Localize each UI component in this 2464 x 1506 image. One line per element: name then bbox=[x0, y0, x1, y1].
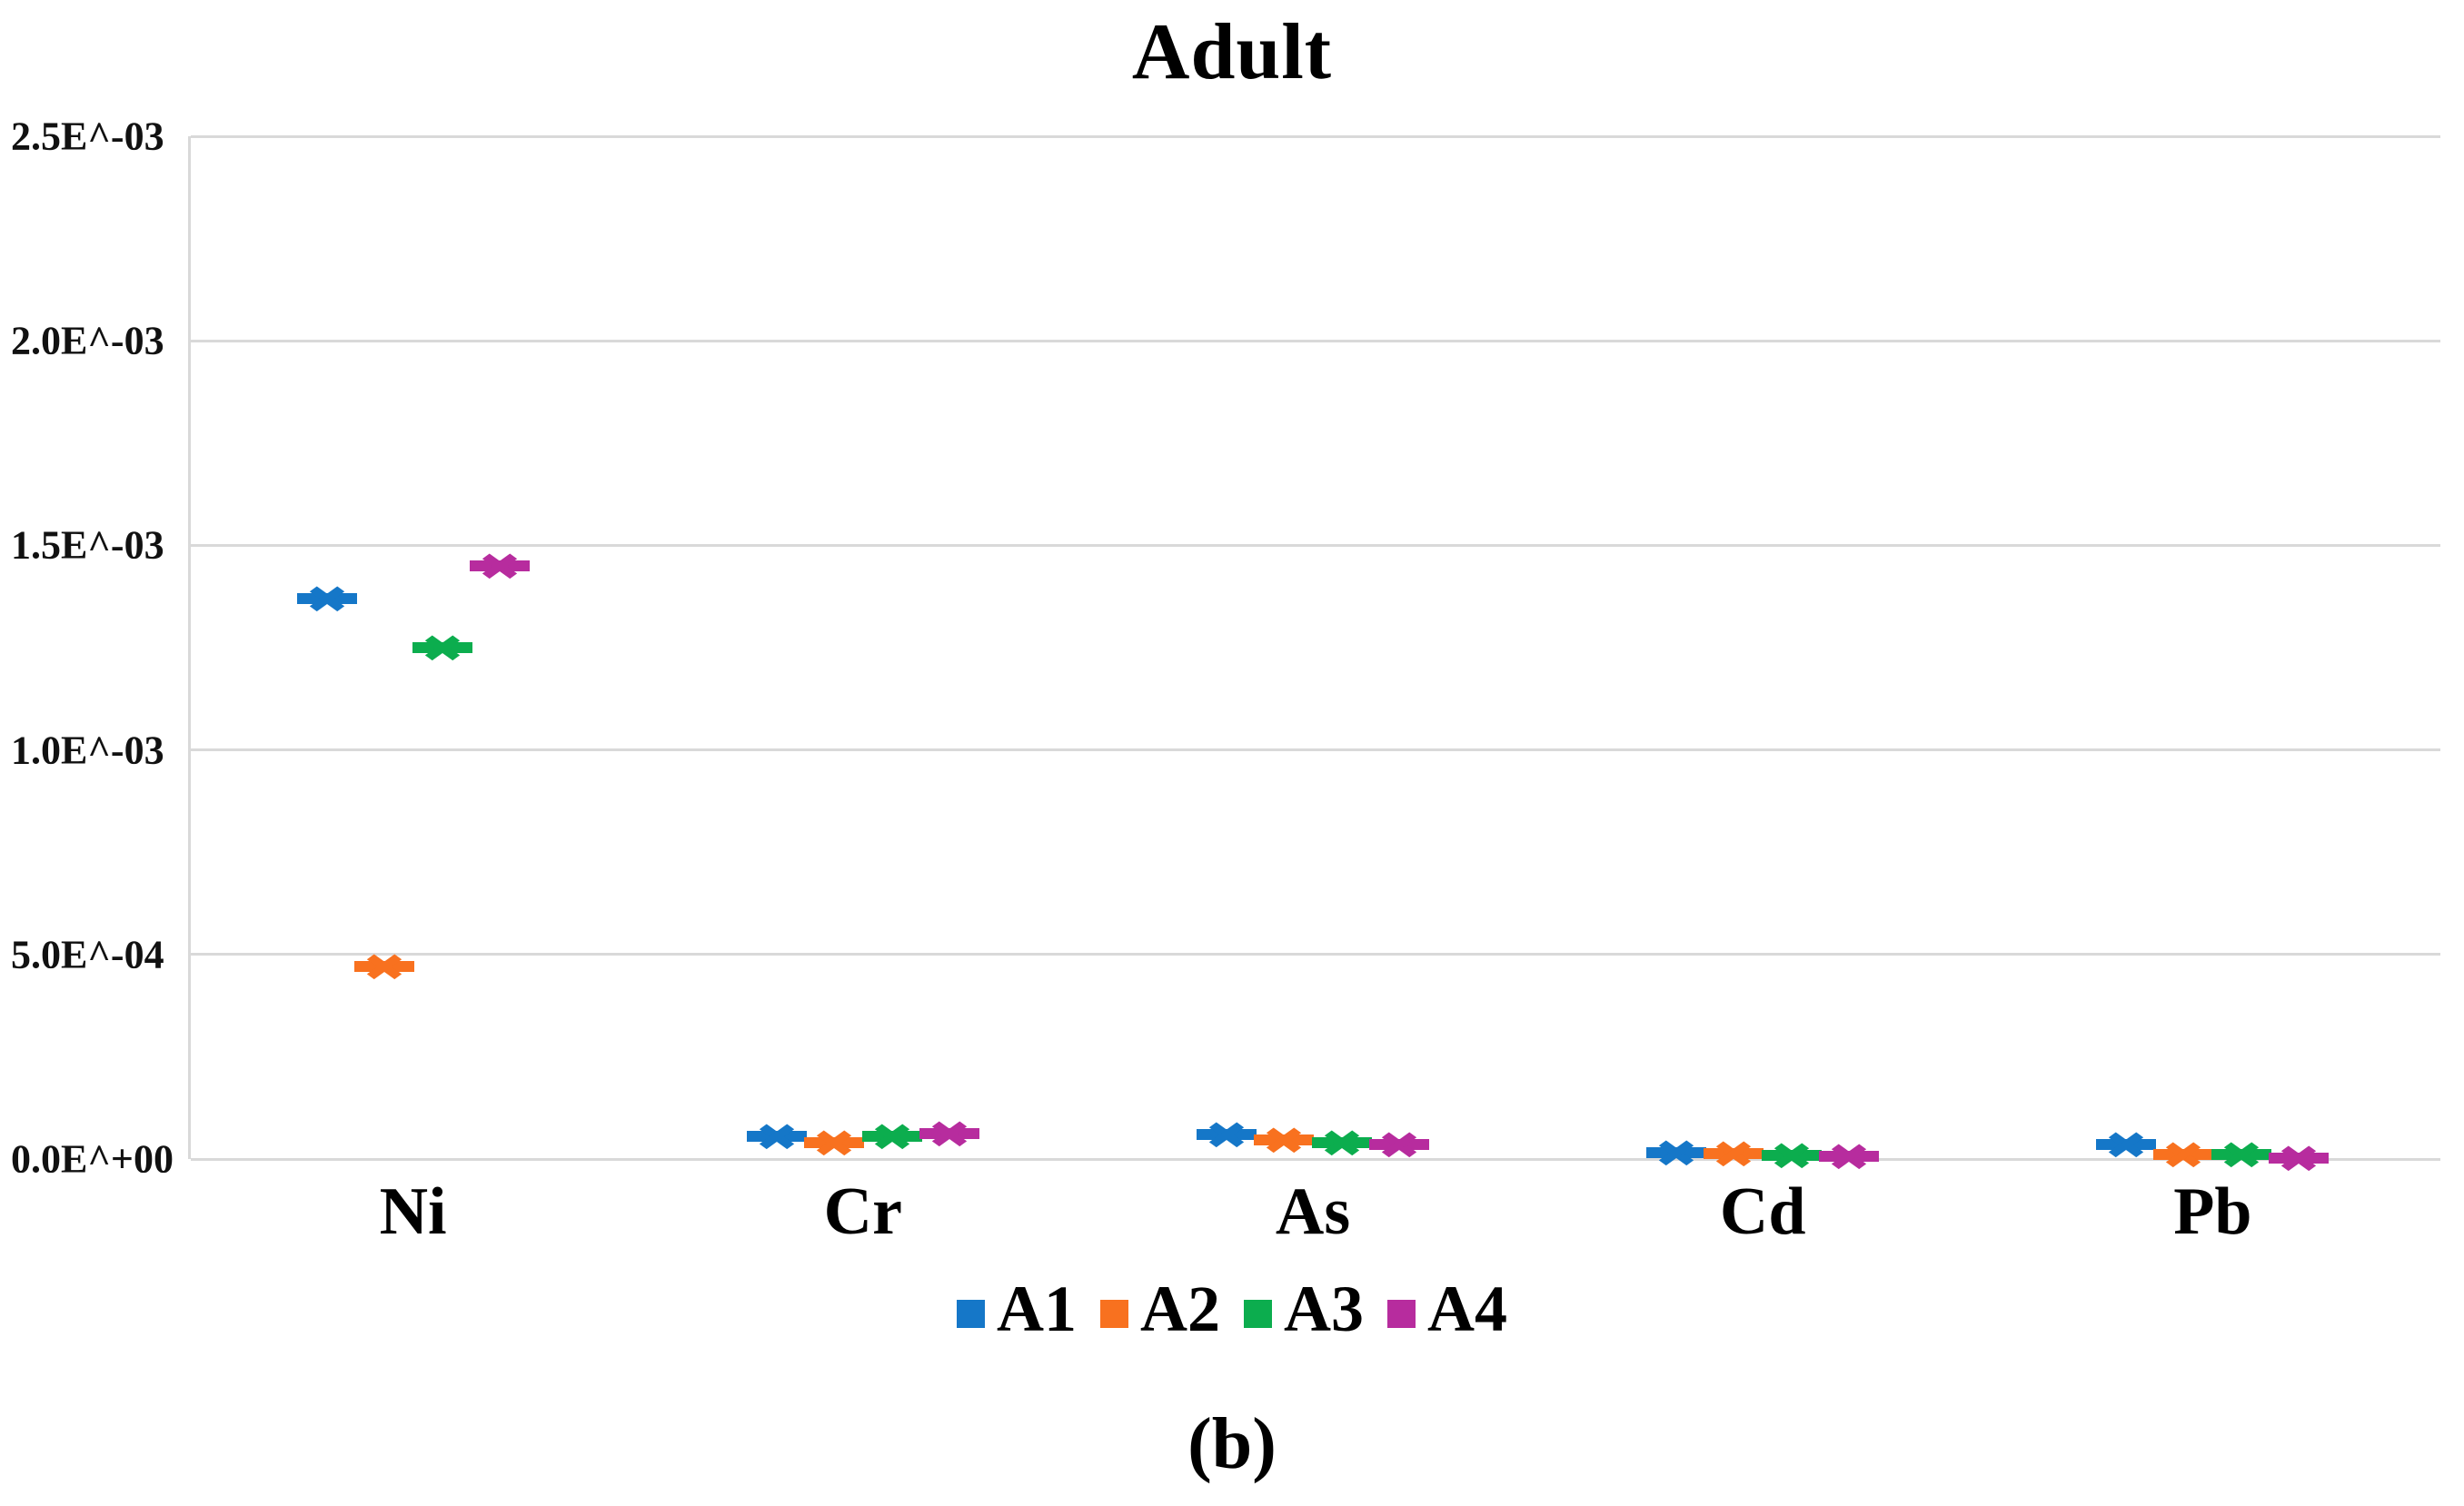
marker-x-icon bbox=[480, 551, 519, 580]
y-axis-tick-label: 1.0E^-03 bbox=[11, 728, 164, 773]
marker-x-icon bbox=[307, 584, 346, 612]
marker-x-icon bbox=[814, 1128, 853, 1156]
legend-label: A3 bbox=[1284, 1273, 1364, 1345]
figure-caption: (b) bbox=[1187, 1404, 1277, 1484]
gridline bbox=[191, 134, 2440, 138]
marker-x-icon bbox=[2107, 1131, 2146, 1159]
gridline bbox=[191, 953, 2440, 956]
marker-x-icon bbox=[1380, 1130, 1419, 1158]
legend-label: A1 bbox=[997, 1273, 1077, 1345]
legend-swatch bbox=[957, 1299, 985, 1328]
x-axis-category-label: Ni bbox=[379, 1174, 447, 1249]
y-axis-tick-label: 2.5E^-03 bbox=[11, 114, 164, 159]
legend-item-a2: A2 bbox=[1100, 1276, 1220, 1342]
x-axis-category-label: As bbox=[1275, 1174, 1351, 1249]
marker-x-icon bbox=[422, 634, 462, 662]
marker-x-icon bbox=[2222, 1140, 2261, 1168]
y-axis-tick-label: 0.0E^+00 bbox=[11, 1136, 174, 1182]
marker-x-icon bbox=[364, 953, 403, 981]
marker-x-icon bbox=[757, 1123, 796, 1151]
marker-x-icon bbox=[1323, 1128, 1362, 1156]
legend-item-a4: A4 bbox=[1387, 1276, 1507, 1342]
marker-x-icon bbox=[1830, 1143, 1869, 1171]
plot-area bbox=[188, 134, 2440, 1161]
x-axis-category-label: Cd bbox=[1719, 1174, 1806, 1249]
marker-x-icon bbox=[1207, 1120, 1247, 1148]
y-axis-tick-label: 5.0E^-04 bbox=[11, 932, 164, 977]
x-axis-category-label: Cr bbox=[823, 1174, 902, 1249]
marker-x-icon bbox=[1714, 1140, 1754, 1168]
gridline bbox=[191, 748, 2440, 752]
gridline bbox=[191, 339, 2440, 342]
legend-label: A2 bbox=[1140, 1273, 1220, 1345]
legend-swatch bbox=[1244, 1299, 1272, 1328]
legend-swatch bbox=[1100, 1299, 1128, 1328]
x-axis-line bbox=[191, 1157, 2440, 1161]
marker-x-icon bbox=[1657, 1139, 1696, 1167]
marker-x-icon bbox=[929, 1120, 969, 1148]
gridline bbox=[191, 543, 2440, 547]
y-axis-tick-label: 1.5E^-03 bbox=[11, 522, 164, 568]
legend-swatch bbox=[1387, 1299, 1416, 1328]
legend-label: A4 bbox=[1427, 1273, 1507, 1345]
marker-x-icon bbox=[1773, 1142, 1812, 1170]
chart-title: Adult bbox=[1131, 8, 1333, 96]
legend-item-a1: A1 bbox=[957, 1276, 1077, 1342]
legend: A1 A2 A3 A4 bbox=[0, 1276, 2464, 1342]
marker-x-icon bbox=[2164, 1140, 2203, 1168]
marker-x-icon bbox=[872, 1123, 911, 1151]
marker-x-icon bbox=[2280, 1144, 2319, 1172]
legend-item-a3: A3 bbox=[1244, 1276, 1364, 1342]
y-axis-tick-label: 2.0E^-03 bbox=[11, 318, 164, 363]
marker-x-icon bbox=[1265, 1125, 1304, 1154]
x-axis-category-label: Pb bbox=[2173, 1174, 2252, 1249]
